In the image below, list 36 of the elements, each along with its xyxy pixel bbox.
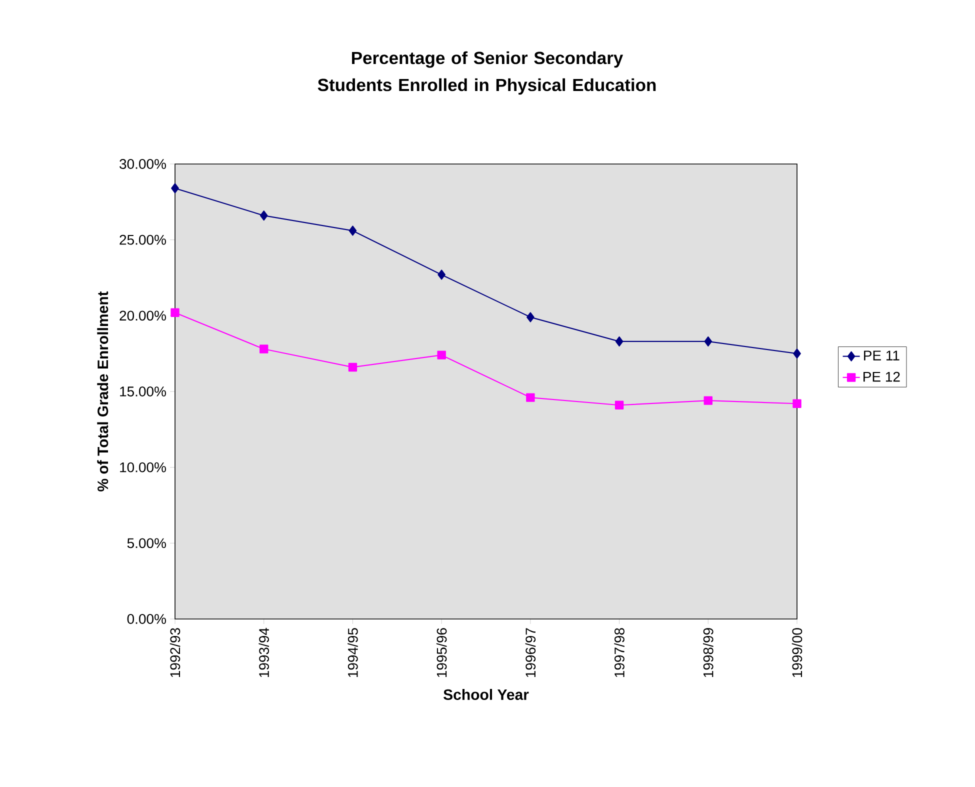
point — [171, 183, 179, 194]
x-tick-label: 1993/94 — [258, 628, 270, 678]
y-tick-label: 20.00% — [120, 310, 166, 321]
x-tick-label: 1992/93 — [170, 628, 180, 678]
x-tick-label: 1996/97 — [525, 628, 536, 678]
x-tick-label: 1995/96 — [436, 628, 447, 678]
legend-label: PE 12 — [864, 372, 900, 382]
x-tick-label: 1999/00 — [792, 628, 802, 678]
point — [526, 393, 535, 402]
point — [526, 312, 534, 322]
point — [437, 350, 446, 360]
y-tick-label: 10.00% — [120, 462, 166, 472]
legend-label: PE 11 — [864, 350, 900, 360]
y-tick-label: 25.00% — [120, 234, 166, 245]
point — [615, 336, 624, 346]
x-tick-label: 1997/98 — [614, 628, 624, 678]
point — [348, 226, 357, 236]
y-tick-label: 30.00% — [120, 159, 166, 169]
point — [348, 362, 358, 372]
x-tick-label: 1998/99 — [703, 628, 714, 678]
y-tick-label: 0.00% — [127, 614, 166, 624]
y-tick-label: 5.00% — [127, 538, 166, 548]
point — [170, 308, 180, 317]
point — [438, 270, 446, 280]
point — [792, 399, 802, 408]
chart-title: Percentage of Senior Secondary Students Enrolled in Physical Education — [318, 51, 656, 95]
point — [704, 396, 712, 405]
point — [704, 336, 712, 346]
x-axis-title: School Year — [444, 688, 529, 700]
point — [793, 348, 801, 359]
point — [260, 344, 268, 354]
point — [260, 210, 268, 221]
y-tick-label: 15.00% — [120, 386, 166, 396]
y-axis-title: % of Total Grade Enrollment — [97, 291, 108, 492]
x-tick-label: 1994/95 — [348, 628, 358, 678]
point — [614, 400, 624, 410]
